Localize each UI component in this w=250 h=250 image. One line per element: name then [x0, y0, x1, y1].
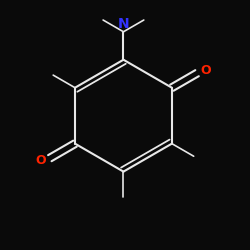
Text: N: N: [118, 17, 129, 31]
Text: O: O: [200, 64, 211, 77]
Text: O: O: [36, 154, 46, 167]
